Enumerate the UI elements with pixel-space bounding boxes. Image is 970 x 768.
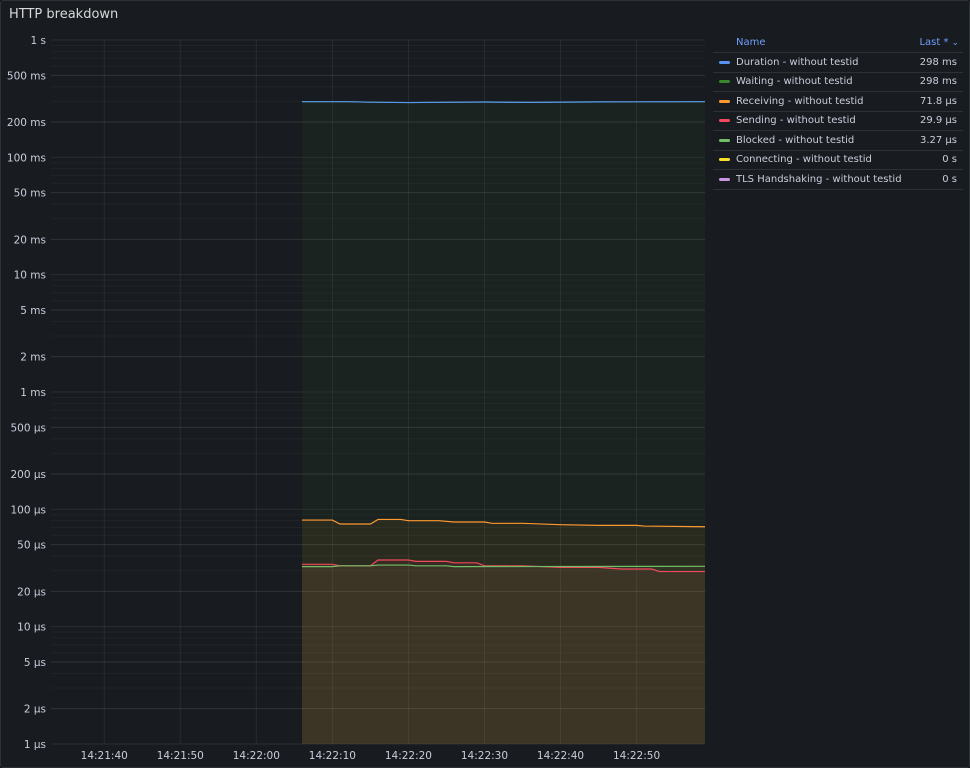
legend-rows: Duration - without testid 298 ms Waiting -… [713,53,963,190]
y-tick-label: 2 ms [20,352,46,364]
y-tick-label: 10 ms [14,270,46,282]
y-tick-label: 200 µs [10,469,46,481]
legend-item-name: Sending - without testid [736,115,856,127]
legend-color-swatch [719,60,730,64]
legend-item-name: TLS Handshaking - without testid [736,173,902,185]
legend-name-header[interactable]: Name [736,37,766,48]
y-tick-label: 10 µs [17,622,46,634]
legend-item-last-value: 29.9 µs [919,115,957,127]
x-tick-label: 14:22:10 [309,750,356,762]
series-fill-area [301,565,705,744]
x-tick-label: 14:22:00 [233,750,280,762]
x-tick-label: 14:21:50 [157,750,204,762]
series-line [301,101,706,104]
y-tick-label: 20 ms [14,234,46,246]
y-tick-label: 50 µs [17,540,46,552]
legend-item-name: Waiting - without testid [736,76,853,88]
legend-item-last-value: 3.27 µs [919,134,957,146]
legend-color-swatch [719,119,730,123]
legend-item[interactable]: Connecting - without testid 0 s [713,151,963,170]
x-tick-label: 14:22:30 [461,750,508,762]
legend-item[interactable]: Sending - without testid 29.9 µs [713,112,963,131]
legend-item[interactable]: Blocked - without testid 3.27 µs [713,131,963,151]
y-tick-label: 5 ms [20,305,46,317]
series-line [301,518,706,528]
y-tick-label: 100 µs [10,504,46,516]
x-tick-label: 14:21:40 [81,750,128,762]
legend-item[interactable]: Receiving - without testid 71.8 µs [713,92,963,112]
y-tick-label: 50 ms [14,188,46,200]
legend-table: Name Last * ⌄ Duration - without testid 29… [713,33,963,190]
legend-item-last-value: 0 s [942,154,957,166]
panel-title[interactable]: HTTP breakdown [9,7,119,22]
legend-color-swatch [719,99,730,103]
y-tick-label: 20 µs [17,586,46,598]
series-fill-area [301,559,705,744]
legend-item-name: Blocked - without testid [736,134,855,146]
y-tick-label: 1 µs [24,739,46,751]
legend-last-header[interactable]: Last * ⌄ [919,37,959,48]
x-tick-label: 14:22:20 [385,750,432,762]
chart-plot[interactable]: 1 s 500 ms 200 ms 100 ms 50 ms 20 ms 10 ms 5 ms… [1,1,709,767]
x-tick-label: 14:22:40 [537,750,584,762]
y-tick-label: 2 µs [24,704,46,716]
legend-header: Name Last * ⌄ [713,33,963,53]
legend-item[interactable]: Waiting - without testid 298 ms [713,73,963,92]
legend-item-last-value: 298 ms [919,56,957,68]
legend-item-name: Receiving - without testid [736,95,864,107]
series-fill-area [301,101,705,744]
y-tick-label: 5 µs [24,657,46,669]
legend-item-name: Connecting - without testid [736,154,872,166]
legend-item-name: Duration - without testid [736,56,859,68]
legend-item-last-value: 71.8 µs [919,95,957,107]
legend-item[interactable]: TLS Handshaking - without testid 0 s [713,170,963,190]
legend-item[interactable]: Duration - without testid 298 ms [713,53,963,73]
series-line [301,564,706,568]
y-tick-label: 500 µs [10,422,46,434]
legend-color-swatch [719,177,730,181]
legend-color-swatch [719,158,730,162]
x-tick-label: 14:22:50 [613,750,660,762]
legend-color-swatch [719,80,730,84]
series-fill-area [301,519,705,744]
chevron-down-icon: ⌄ [951,38,959,48]
legend-last-header-label: Last * [919,37,949,48]
legend-item-last-value: 0 s [942,173,957,185]
legend-color-swatch [719,138,730,142]
y-tick-label: 100 ms [7,152,46,164]
legend-item-last-value: 298 ms [919,76,957,88]
y-tick-label: 1 ms [20,387,46,399]
y-tick-label: 200 ms [7,117,46,129]
y-tick-label: 500 ms [7,70,46,82]
y-tick-label: 1 s [31,35,47,47]
